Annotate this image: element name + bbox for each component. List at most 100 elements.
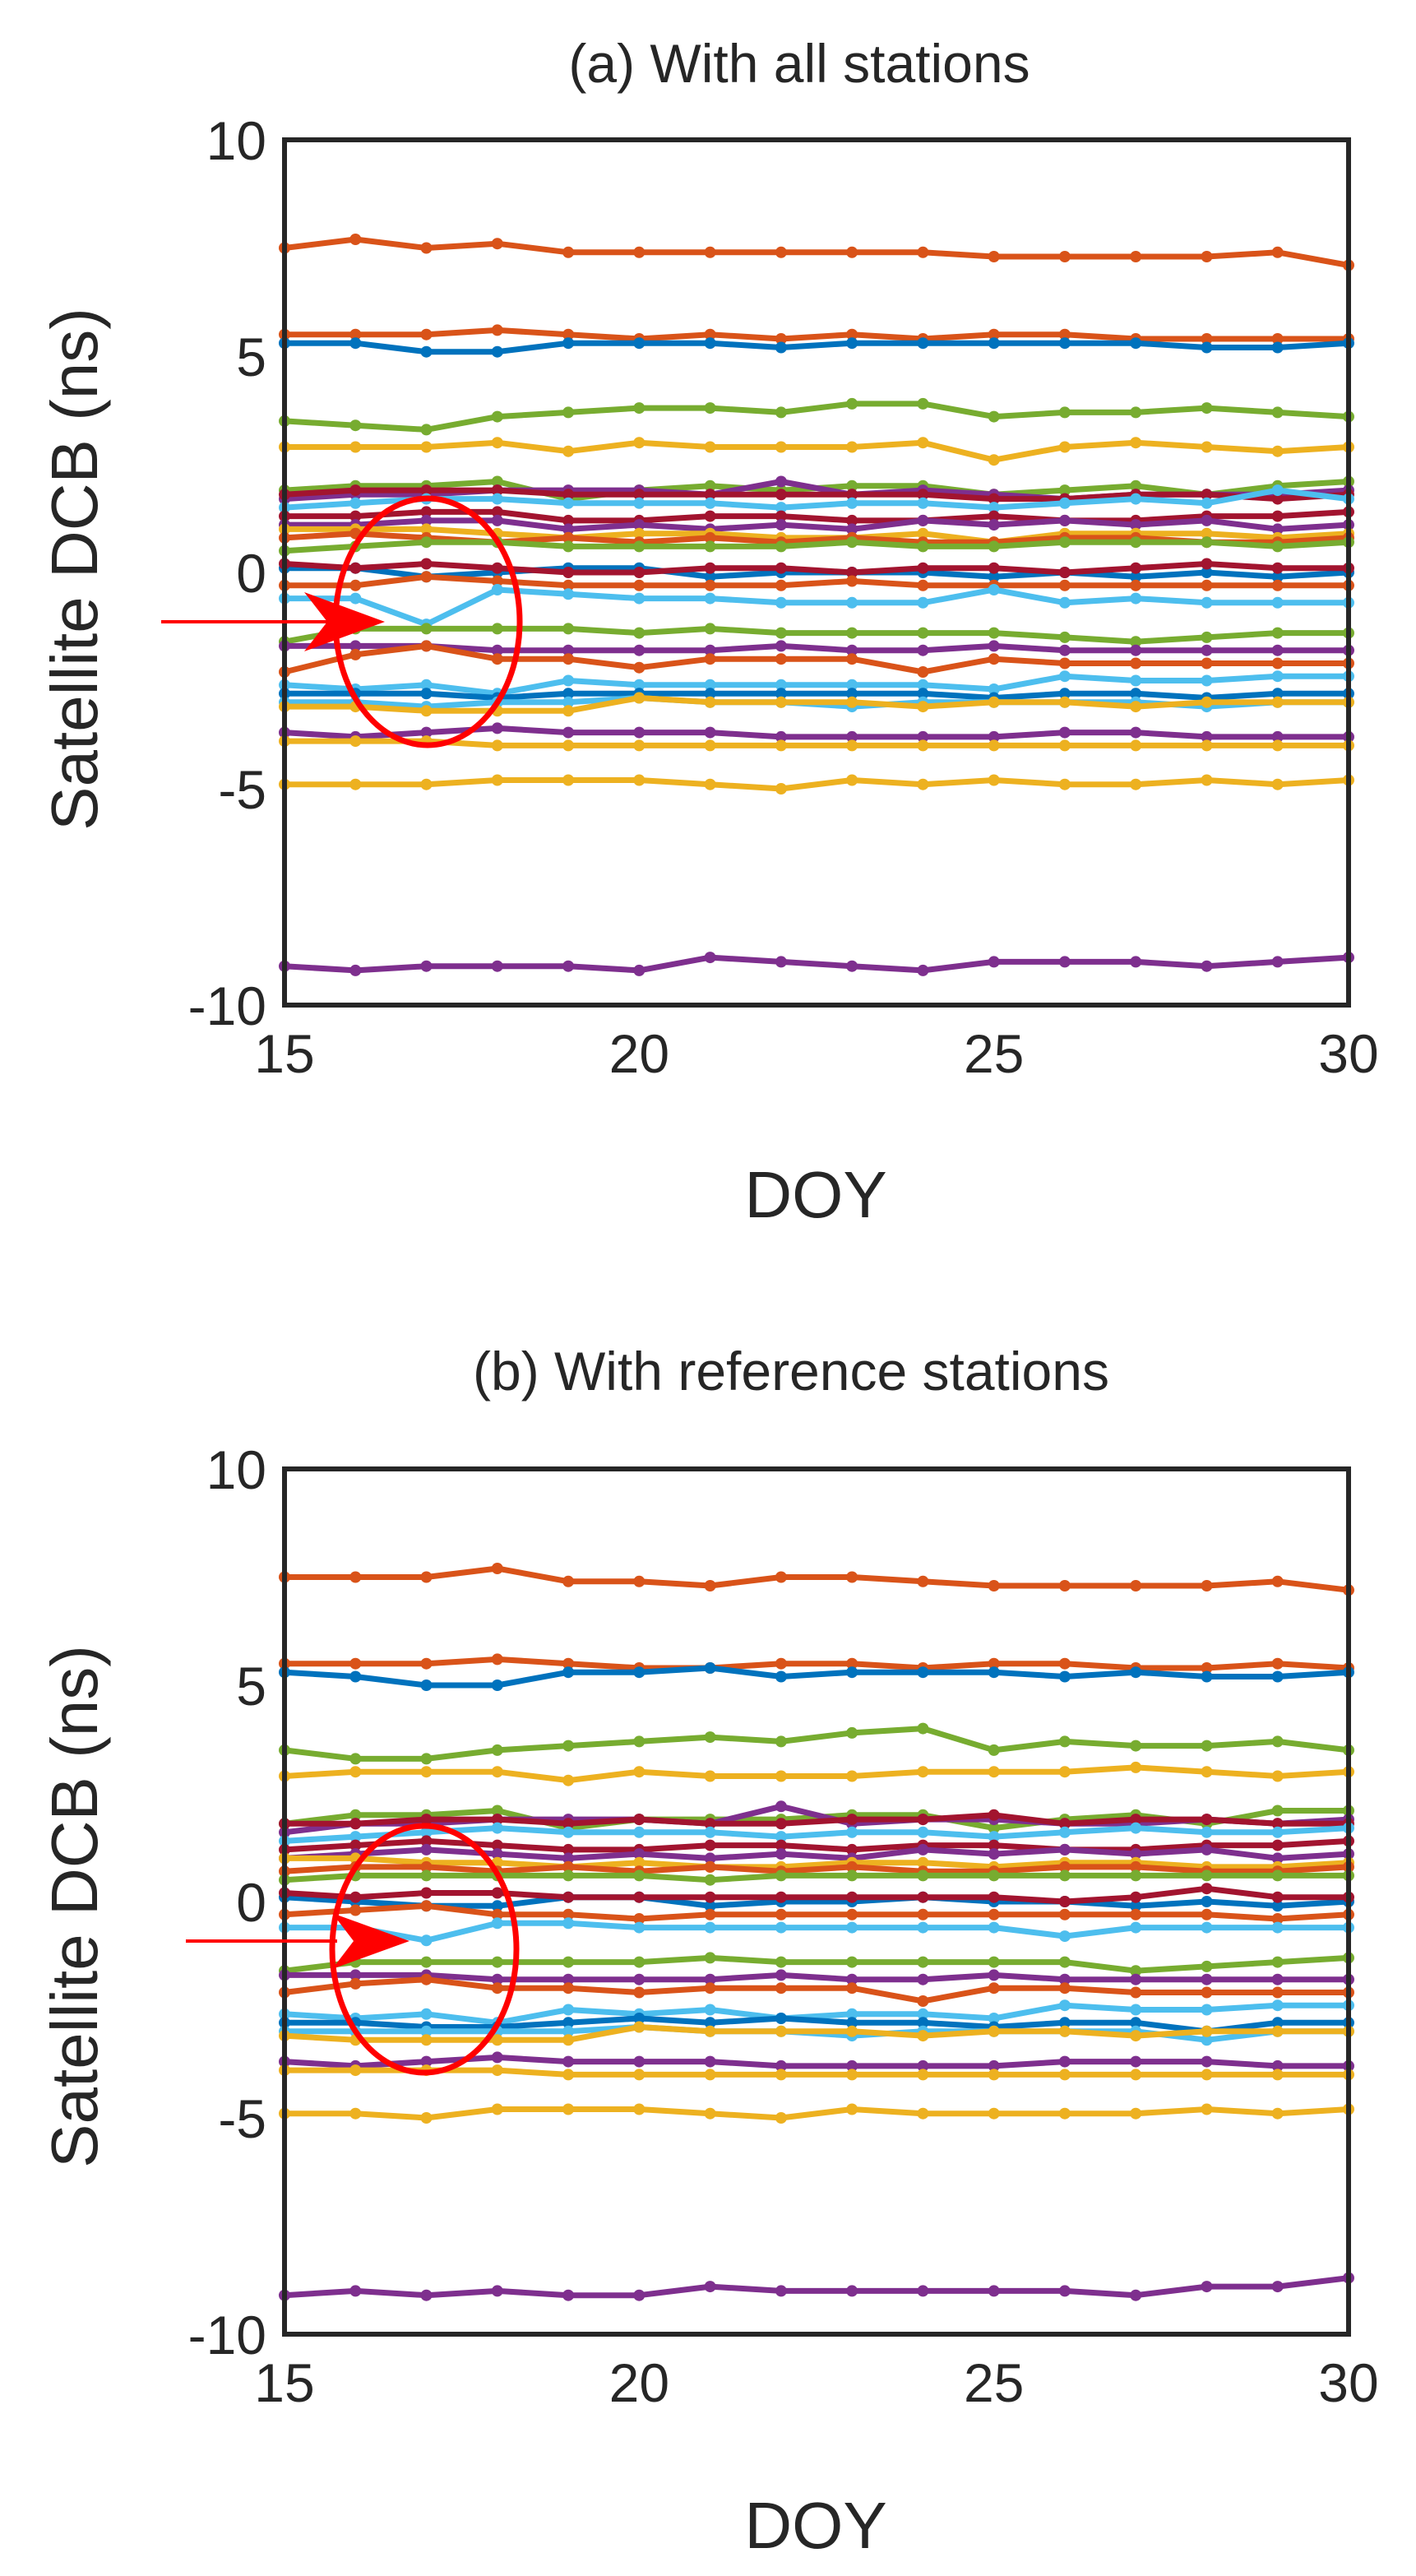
- panel-b-data-point: [704, 1908, 716, 1920]
- panel-b-data-point: [704, 1874, 716, 1886]
- panel-a-data-point: [491, 575, 503, 587]
- panel-b-series-line: [285, 1565, 1349, 1593]
- panel-b-series-line: [284, 1665, 1349, 1689]
- panel-a-data-point: [988, 683, 1000, 695]
- panel-b-data-point: [988, 2059, 1000, 2072]
- panel-a-data-point: [1271, 333, 1284, 345]
- panel-b-data-point: [633, 1735, 646, 1748]
- panel-b-data-point: [988, 1766, 1000, 1778]
- panel-b-data-point: [491, 1973, 503, 1985]
- panel-a-data-point: [562, 579, 575, 591]
- panel-a-data-point: [562, 653, 575, 665]
- panel-b-data-point: [562, 1973, 575, 1985]
- panel-a-data-point: [1271, 657, 1284, 669]
- panel-b-data-point: [775, 2069, 787, 2081]
- panel-b-data-point: [491, 2285, 503, 2297]
- panel-a-data-point: [846, 480, 858, 492]
- panel-a-data-point: [704, 688, 716, 700]
- panel-b-y-tick-label: 10: [206, 1439, 266, 1500]
- panel-a-data-point: [349, 648, 362, 660]
- panel-b-y-tick-label: -5: [218, 2088, 266, 2149]
- panel-a-data-point: [775, 333, 787, 345]
- panel-a-data-point: [420, 623, 433, 635]
- panel-a-data-point: [917, 730, 929, 743]
- panel-b-data-point: [1201, 1766, 1213, 1778]
- panel-a-data-point: [633, 726, 646, 739]
- panel-a-data-point: [988, 540, 1000, 553]
- panel-b-data-point: [1058, 1657, 1071, 1670]
- panel-a-data-point: [988, 251, 1000, 262]
- panel-b-data-point: [917, 1826, 929, 1838]
- panel-b-data-point: [1130, 1891, 1142, 1903]
- panel-b-data-point: [420, 2055, 433, 2068]
- panel-a-data-point: [491, 484, 503, 497]
- panel-a-data-point: [1058, 644, 1071, 656]
- panel-b-data-point: [420, 1900, 433, 1912]
- panel-a-data-point: [1271, 644, 1284, 656]
- panel-b-series-19: [279, 1969, 1354, 1985]
- panel-b-data-point: [1201, 1973, 1213, 1985]
- panel-b-data-point: [562, 2069, 575, 2081]
- panel-a-data-point: [917, 337, 929, 350]
- panel-b-data-point: [491, 1839, 503, 1851]
- panel-b-data-point: [420, 1657, 433, 1670]
- panel-b-data-point: [1271, 1869, 1284, 1882]
- panel-b-data-point: [917, 1956, 929, 1968]
- panel-b-series-18: [279, 1952, 1354, 1977]
- panel-b-data-point: [1130, 1860, 1142, 1873]
- panel-a-data-point: [491, 475, 503, 488]
- panel-a-data-point: [775, 540, 787, 553]
- panel-b-series-8: [279, 1822, 1354, 1847]
- panel-a-plot-area: [279, 137, 1354, 1008]
- panel-a-data-point: [775, 246, 787, 258]
- panel-b-data-point: [846, 1843, 858, 1856]
- panel-b-data-point: [775, 1571, 787, 1583]
- panel-b-x-tick-label: 20: [609, 2352, 669, 2413]
- panel-b-series-line: [284, 1825, 1349, 1844]
- panel-a-data-point: [988, 730, 1000, 743]
- panel-b-data-point: [1271, 2281, 1284, 2293]
- panel-a-data-point: [1130, 688, 1142, 700]
- panel-b-data-point: [562, 2004, 575, 2016]
- panel-b-data-point: [1271, 1986, 1284, 1999]
- panel-b-data-point: [846, 2025, 858, 2037]
- panel-b-data-point: [846, 1657, 858, 1670]
- panel-a-data-point: [633, 661, 646, 674]
- panel-b-data-point: [420, 1571, 433, 1583]
- panel-b-data-point: [562, 1575, 575, 1587]
- panel-a-data-point: [775, 679, 787, 691]
- panel-a-data-point: [349, 640, 362, 652]
- panel-a-data-point: [917, 627, 929, 639]
- panel-a-data-point: [633, 540, 646, 553]
- panel-b-data-point: [1271, 1670, 1284, 1683]
- panel-a-series-line: [284, 236, 1349, 268]
- panel-b-series-line: [285, 1920, 1349, 1944]
- panel-b-series-line: [284, 1885, 1349, 1905]
- panel-a-data-point: [562, 960, 575, 972]
- panel-a-data-point: [562, 726, 575, 739]
- panel-a-data-point: [775, 688, 787, 700]
- panel-b-data-point: [704, 2281, 716, 2293]
- panel-b-x-tick-label: 30: [1318, 2352, 1378, 2413]
- panel-a-data-point: [1130, 956, 1142, 968]
- panel-b-data-point: [775, 1657, 787, 1670]
- panel-a-data-point: [1058, 484, 1071, 497]
- panel-a-data-point: [988, 774, 1000, 786]
- panel-b-data-point: [988, 1908, 1000, 1920]
- panel-a-data-point: [846, 397, 858, 410]
- panel-b-data-point: [1130, 1814, 1142, 1826]
- panel-a-data-point: [846, 567, 858, 578]
- panel-b-data-point: [562, 2055, 575, 2068]
- panel-a-data-point: [1130, 536, 1142, 549]
- panel-a-data-point: [633, 739, 646, 752]
- panel-a-series-line: [284, 539, 1349, 554]
- panel-a-data-point: [420, 345, 433, 358]
- panel-a-data-point: [420, 778, 433, 790]
- panel-a-series-line: [285, 508, 1349, 524]
- panel-b-series-line: [284, 1954, 1349, 1974]
- panel-a-data-point: [1130, 636, 1142, 648]
- panel-b-data-point: [1201, 2281, 1213, 2293]
- panel-b-data-point: [1058, 1999, 1071, 2012]
- panel-b-data-point: [775, 1956, 787, 1968]
- panel-b-data-point: [491, 1956, 503, 1968]
